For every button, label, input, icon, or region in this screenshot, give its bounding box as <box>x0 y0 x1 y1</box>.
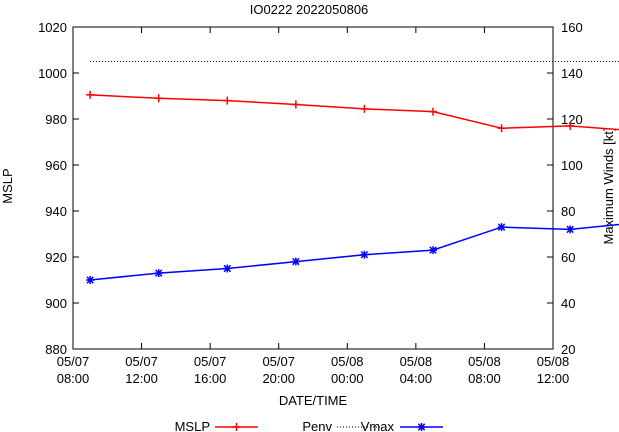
data-point <box>154 269 163 278</box>
x-tick-label-time: 12:00 <box>125 371 158 386</box>
data-point <box>429 107 437 116</box>
x-tick-label-time: 12:00 <box>537 371 570 386</box>
y2-tick-label: 120 <box>561 112 583 127</box>
x-axis-label: DATE/TIME <box>279 393 348 408</box>
x-tick-label-time: 08:00 <box>468 371 501 386</box>
legend-label-vmax: Vmax <box>361 419 395 432</box>
chart-title: IO0222 2022050806 <box>250 2 369 17</box>
x-tick-label-time: 08:00 <box>57 371 90 386</box>
y2-tick-label: 60 <box>561 250 575 265</box>
data-point <box>360 250 369 259</box>
x-tick-label-time: 04:00 <box>400 371 433 386</box>
y2-tick-label: 160 <box>561 20 583 35</box>
data-point <box>429 246 437 255</box>
axis-ticks: 880 900 920 940 960 980 1000 1020 20 40 60 80 100 120… <box>38 20 583 386</box>
y-tick-label: 920 <box>45 250 67 265</box>
y2-tick-label: 80 <box>561 204 575 219</box>
data-point <box>566 225 575 234</box>
legend-label-mslp: MSLP <box>175 419 210 432</box>
x-tick-label-date: 05/08 <box>537 354 570 369</box>
data-point <box>291 100 300 109</box>
data-point <box>223 96 232 105</box>
y-axis-label: MSLP <box>0 168 15 203</box>
data-point <box>360 104 369 113</box>
y-tick-label: 1020 <box>38 20 67 35</box>
y2-tick-label: 20 <box>561 342 575 357</box>
x-tick-label-date: 05/08 <box>468 354 501 369</box>
y2-tick-label: 40 <box>561 296 575 311</box>
x-tick-label-date: 05/08 <box>400 354 433 369</box>
x-tick-label-time: 00:00 <box>331 371 364 386</box>
x-tick-label-time: 20:00 <box>262 371 295 386</box>
x-tick-label-date: 05/08 <box>331 354 364 369</box>
x-tick-label-date: 05/07 <box>262 354 295 369</box>
data-point <box>86 90 95 99</box>
series-line-mslp <box>90 94 619 131</box>
y-tick-label: 940 <box>45 204 67 219</box>
data-point <box>86 276 95 284</box>
legend-label-penv: Penv <box>302 419 332 432</box>
y2-axis-label: Maximum Winds [kt] <box>601 127 616 244</box>
x-tick-label-date: 05/07 <box>125 354 158 369</box>
plot-frame <box>72 26 554 350</box>
legend: MSLP Penv Vmax <box>175 419 443 432</box>
y-tick-label: 900 <box>45 296 67 311</box>
x-tick-label-date: 05/07 <box>194 354 227 369</box>
series-layer <box>86 61 619 284</box>
data-point <box>291 257 300 266</box>
x-tick-label-date: 05/07 <box>57 354 90 369</box>
data-point <box>497 124 506 133</box>
data-point <box>497 223 506 232</box>
series-line-vmax <box>90 223 619 281</box>
data-point <box>566 121 575 130</box>
y-tick-label: 960 <box>45 158 67 173</box>
data-point <box>154 94 163 103</box>
data-point <box>223 264 232 273</box>
y-tick-label: 880 <box>45 342 67 357</box>
y2-tick-label: 100 <box>561 158 583 173</box>
y-tick-label: 980 <box>45 112 67 127</box>
y-tick-label: 1000 <box>38 66 67 81</box>
x-tick-label-time: 16:00 <box>194 371 227 386</box>
data-point <box>417 423 426 431</box>
data-point <box>232 423 241 431</box>
y2-tick-label: 140 <box>561 66 583 81</box>
